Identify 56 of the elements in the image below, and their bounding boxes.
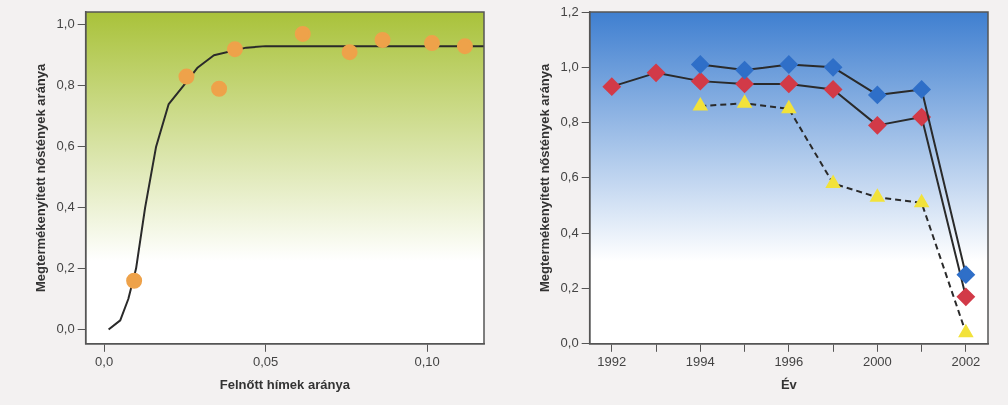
point xyxy=(870,189,885,202)
point xyxy=(779,55,798,74)
point xyxy=(868,85,887,104)
point xyxy=(912,80,931,99)
point xyxy=(374,32,391,49)
y-tick-label: 0,4 xyxy=(560,224,579,240)
point xyxy=(914,194,929,208)
y-tick-label: 1,0 xyxy=(560,58,579,74)
y-tick-label: 0,2 xyxy=(56,260,75,276)
x-axis-title: Felnőtt hímek aránya xyxy=(219,376,351,392)
point xyxy=(779,74,798,93)
y-axis-title: Megtermékenyített nőstények aránya xyxy=(33,62,49,293)
point xyxy=(691,72,710,91)
point xyxy=(912,108,931,127)
point xyxy=(126,272,143,289)
point xyxy=(294,25,311,42)
point xyxy=(868,116,887,135)
point xyxy=(824,80,843,99)
y-tick-label: 0,6 xyxy=(560,169,579,185)
x-tick-label: 0,0 xyxy=(95,354,114,370)
point xyxy=(956,265,975,284)
point xyxy=(735,61,754,80)
x-tick-label: 2000 xyxy=(862,354,892,370)
y-tick-label: 0,0 xyxy=(560,335,579,351)
point xyxy=(824,58,843,77)
point xyxy=(178,68,195,85)
point xyxy=(456,38,473,55)
y-tick-label: 0,4 xyxy=(56,199,75,215)
point xyxy=(341,44,358,61)
point xyxy=(958,324,973,338)
x-tick-label: 1996 xyxy=(774,354,804,370)
x-tick-label: 1992 xyxy=(597,354,627,370)
y-tick-label: 0,8 xyxy=(560,114,579,130)
x-tick-label: 2002 xyxy=(951,354,981,370)
point xyxy=(691,55,710,74)
y-tick-label: 1,2 xyxy=(560,3,579,19)
x-tick-label: 0,10 xyxy=(414,354,440,370)
x-tick-label: 1994 xyxy=(685,354,715,370)
point xyxy=(602,77,621,96)
point xyxy=(211,80,228,97)
point xyxy=(647,63,666,82)
point xyxy=(826,175,841,188)
point xyxy=(226,41,243,58)
x-tick-label: 0,05 xyxy=(252,354,279,370)
y-tick-label: 0,8 xyxy=(56,77,75,93)
x-axis-title: Év xyxy=(780,376,798,392)
point xyxy=(781,100,796,114)
point xyxy=(423,35,440,52)
y-tick-label: 0,0 xyxy=(56,321,75,337)
y-tick-label: 1,0 xyxy=(56,16,75,32)
y-tick-label: 0,2 xyxy=(560,280,579,296)
point xyxy=(956,287,975,306)
point xyxy=(693,98,708,111)
y-axis-title: Megtermékenyített nőstények aránya xyxy=(537,62,553,293)
y-tick-label: 0,6 xyxy=(56,138,75,154)
point xyxy=(737,95,752,108)
